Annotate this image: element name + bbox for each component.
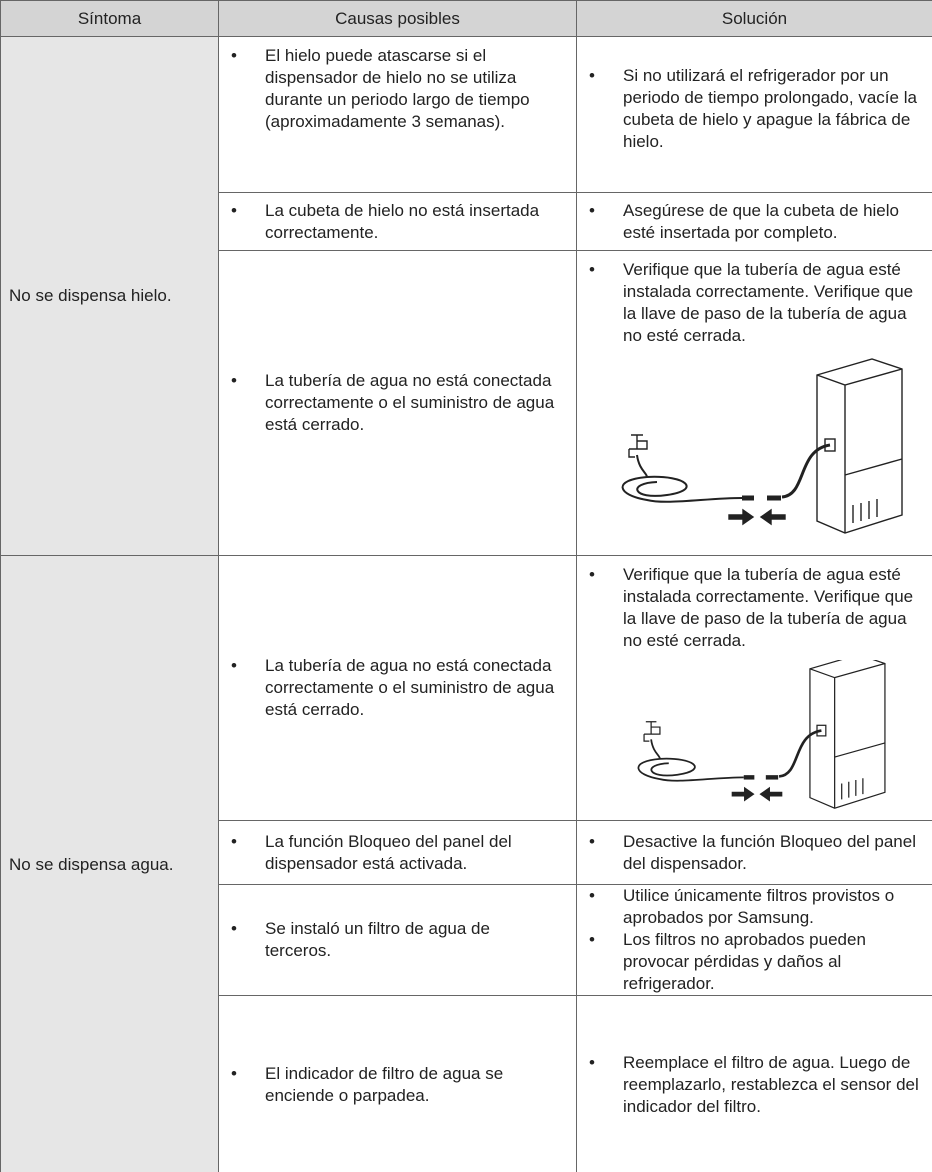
causes: La tubería de agua no está conectada cor… [218,555,577,821]
cause: El hielo puede atascarse si el dispensad… [219,43,576,135]
cause: La función Bloqueo del panel del dispens… [219,829,576,877]
causes: La tubería de agua no está conectada cor… [218,250,577,556]
solutions: Utilice únicamente filtros provistos o a… [576,884,932,996]
causes: Se instaló un filtro de agua de terceros… [218,884,577,996]
row: La tubería de agua no está conectada cor… [1,250,932,556]
cause: La tubería de agua no está conectada cor… [219,653,576,723]
cause: La cubeta de hielo no está insertada cor… [219,198,576,246]
header: Causas posibles [218,0,577,37]
solutions: Desactive la función Bloqueo del panel d… [576,820,932,885]
solutions: Si no utilizará el refrigerador por un p… [576,36,932,193]
cause: La tubería de agua no está conectada cor… [219,368,576,438]
solution: Verifique que la tubería de agua esté in… [577,257,932,349]
symptom: No se dispensa hielo. [0,36,219,556]
symptom: No se dispensa agua. [0,555,219,1172]
causes: El indicador de filtro de agua se encien… [218,995,577,1172]
causes: La función Bloqueo del panel del dispens… [218,820,577,885]
hose-illustration [607,355,907,535]
header-row: Síntoma Causas posibles Solución [0,0,932,37]
solution: Asegúrese de que la cubeta de hielo esté… [577,198,932,246]
cause: El indicador de filtro de agua se encien… [219,1061,576,1109]
solutions: Reemplace el filtro de agua. Luego de re… [576,995,932,1172]
hose-illustration [607,660,907,810]
causes: El hielo puede atascarse si el dispensad… [218,36,577,193]
cause: Se instaló un filtro de agua de terceros… [219,916,576,964]
solutions: Verifique que la tubería de agua esté in… [576,555,932,821]
solutions: Verifique que la tubería de agua esté in… [576,250,932,556]
row: No se dispensa hielo. El hielo puede ata… [0,36,932,556]
row: Se instaló un filtro de agua de terceros… [1,884,932,996]
solution: Los filtros no aprobados pueden provocar… [577,929,932,995]
solutions: Asegúrese de que la cubeta de hielo esté… [576,192,932,251]
solution: Desactive la función Bloqueo del panel d… [577,829,932,877]
row: El indicador de filtro de agua se encien… [1,995,932,1172]
causes: La cubeta de hielo no está insertada cor… [218,192,577,251]
header: Solución [576,0,932,37]
solution: Reemplace el filtro de agua. Luego de re… [577,1050,932,1120]
header: Síntoma [0,0,219,37]
solution: Verifique que la tubería de agua esté in… [577,562,932,654]
row: No se dispensa agua. La tubería de agua … [0,555,932,1172]
solution: Utilice únicamente filtros provistos o a… [577,885,932,929]
row: La cubeta de hielo no está insertada cor… [1,192,932,251]
solution: Si no utilizará el refrigerador por un p… [577,63,932,155]
